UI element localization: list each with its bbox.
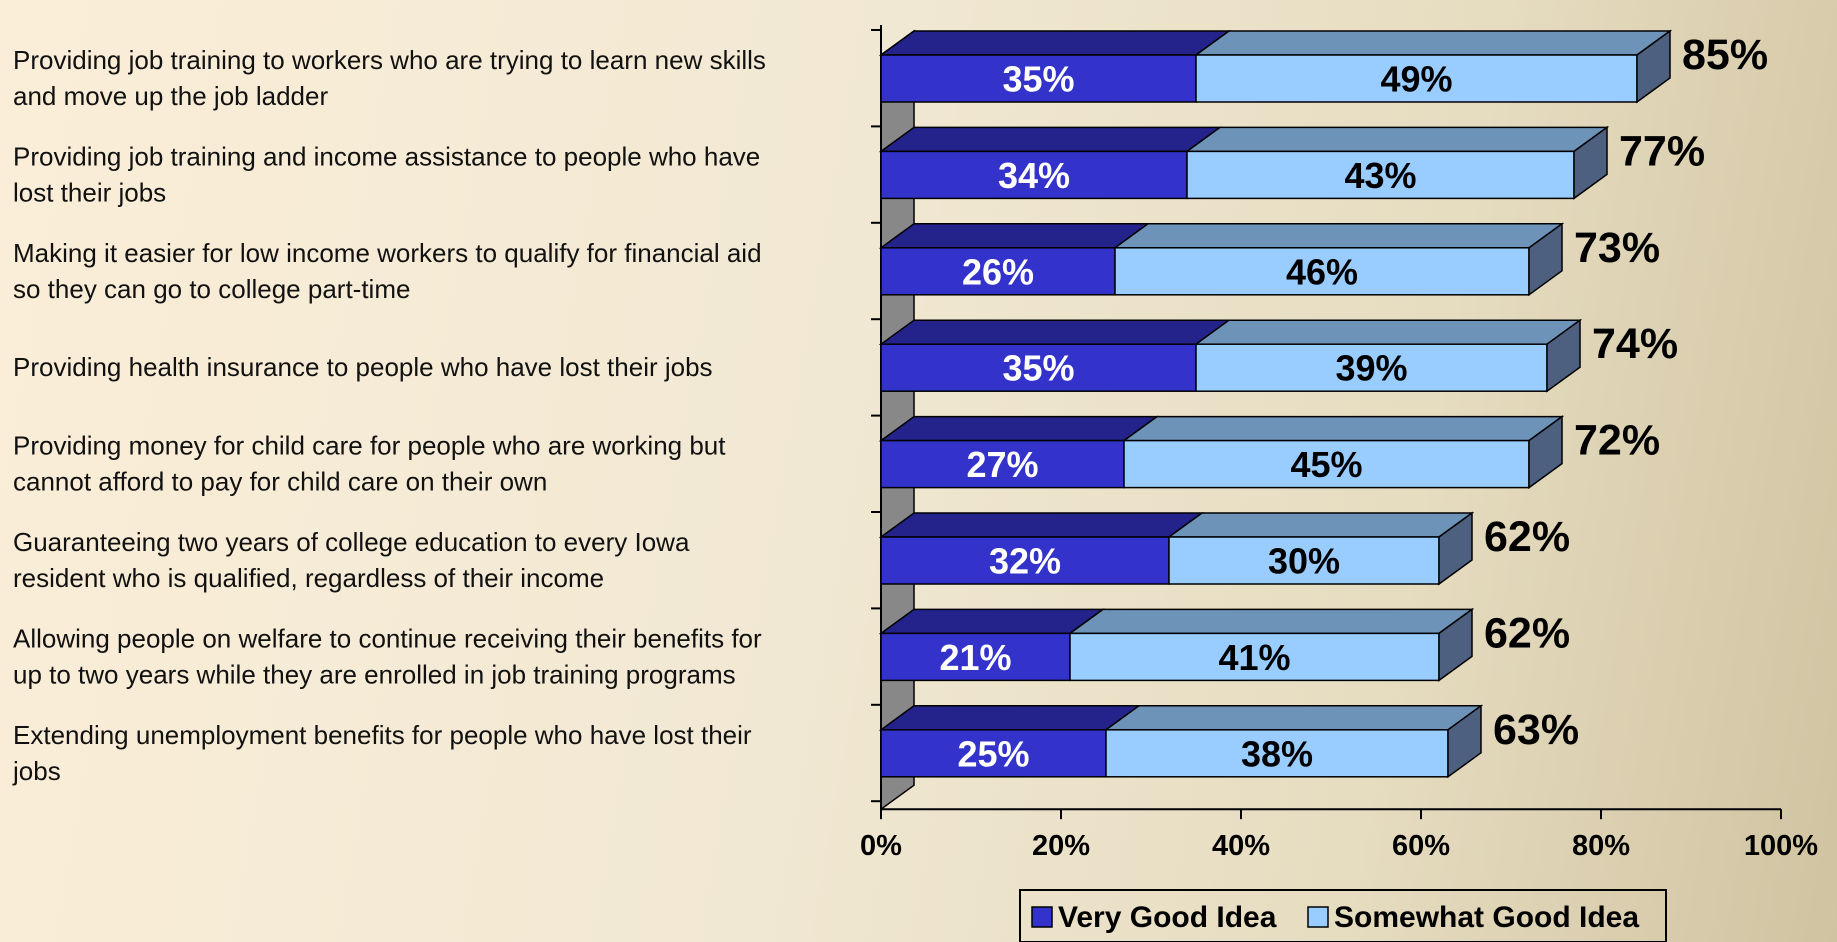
legend-label-somewhat-good: Somewhat Good Idea — [1334, 901, 1639, 934]
bar-top-somewhat-good — [1121, 415, 1565, 442]
bar-label-very-good: 32% — [989, 541, 1061, 582]
bar-top-somewhat-good — [1193, 319, 1583, 345]
bar-top-very-good — [878, 30, 1232, 56]
category-label: Providing job training to workers who ar… — [13, 45, 766, 75]
bar-top-very-good — [878, 608, 1106, 635]
bar-top-very-good — [878, 705, 1142, 731]
category-label: jobs — [12, 756, 61, 786]
bar-end-face — [1438, 607, 1473, 682]
bar-top-somewhat-good — [1193, 30, 1673, 56]
bar-somewhat-good — [1195, 343, 1548, 392]
bar-end-face — [1528, 415, 1563, 490]
bar-label-somewhat-good: 38% — [1241, 733, 1313, 774]
bar-somewhat-good — [1168, 536, 1440, 585]
total-label: 74% — [1592, 320, 1678, 368]
total-label: 77% — [1619, 127, 1705, 175]
x-tick-label: 60% — [1392, 830, 1450, 862]
category-label: and move up the job ladder — [13, 81, 328, 111]
bar-label-somewhat-good: 46% — [1286, 251, 1358, 292]
category-label: up to two years while they are enrolled … — [13, 659, 736, 689]
total-label: 63% — [1493, 706, 1579, 754]
category-label: so they can go to college part-time — [13, 274, 410, 304]
bar-label-somewhat-good: 30% — [1268, 541, 1340, 582]
bar-top-very-good — [878, 126, 1223, 153]
bar-very-good — [880, 536, 1170, 585]
category-label: Extending unemployment benefits for peop… — [13, 720, 752, 750]
bar-label-very-good: 27% — [966, 444, 1038, 485]
category-label: Providing health insurance to people who… — [13, 352, 713, 382]
bar-label-very-good: 21% — [939, 637, 1011, 678]
bar-top-very-good — [878, 319, 1232, 345]
bar-label-somewhat-good: 45% — [1290, 444, 1362, 485]
bar-top-somewhat-good — [1166, 512, 1475, 538]
total-label: 72% — [1574, 417, 1660, 465]
bar-label-very-good: 34% — [998, 155, 1070, 196]
bar-somewhat-good — [1114, 247, 1530, 296]
bar-label-somewhat-good: 41% — [1218, 637, 1290, 678]
category-label: Guaranteeing two years of college educat… — [13, 527, 690, 557]
bar-top-somewhat-good — [1103, 705, 1484, 731]
x-tick-label: 80% — [1572, 830, 1630, 862]
total-label: 62% — [1484, 513, 1570, 561]
category-label: resident who is qualified, regardless of… — [13, 563, 604, 593]
bar-somewhat-good — [1186, 150, 1575, 200]
category-label: Providing money for child care for peopl… — [13, 431, 726, 461]
bar-top-very-good — [878, 223, 1151, 249]
x-tick-label: 40% — [1212, 830, 1270, 862]
bar-end-face — [1636, 29, 1671, 104]
category-label: cannot afford to pay for child care on t… — [13, 467, 547, 497]
bar-end-face — [1573, 125, 1608, 200]
bar-end-face — [1546, 318, 1581, 393]
legend-swatch-somewhat-good — [1307, 906, 1329, 928]
total-label: 62% — [1484, 609, 1570, 657]
total-label: 85% — [1682, 31, 1768, 79]
bar-label-very-good: 26% — [962, 251, 1034, 292]
legend-label-very-good: Very Good Idea — [1058, 901, 1277, 934]
bar-label-somewhat-good: 39% — [1335, 348, 1407, 389]
bar-top-very-good — [878, 415, 1160, 442]
category-label: Allowing people on welfare to continue r… — [13, 623, 762, 653]
bar-end-face — [1528, 222, 1563, 297]
bar-end-face — [1447, 704, 1482, 779]
category-label: lost their jobs — [13, 177, 166, 207]
bar-label-somewhat-good: 43% — [1344, 155, 1416, 196]
bar-somewhat-good — [1069, 632, 1440, 682]
bar-top-somewhat-good — [1067, 608, 1475, 635]
bar-label-very-good: 35% — [1002, 348, 1074, 389]
bar-very-good — [880, 150, 1188, 200]
legend-swatch-very-good — [1031, 906, 1053, 928]
legend-box — [1019, 889, 1667, 942]
bar-very-good — [880, 247, 1116, 296]
bar-label-very-good: 25% — [957, 733, 1029, 774]
bar-very-good — [880, 439, 1125, 489]
bar-very-good — [880, 343, 1197, 392]
bar-label-somewhat-good: 49% — [1380, 59, 1452, 100]
bar-end-face — [1438, 511, 1473, 586]
bar-very-good — [880, 729, 1107, 778]
bar-label-very-good: 35% — [1002, 59, 1074, 100]
bar-top-very-good — [878, 512, 1205, 538]
bar-somewhat-good — [1195, 54, 1638, 103]
x-tick-label: 100% — [1744, 830, 1818, 862]
bar-somewhat-good — [1105, 729, 1449, 778]
bar-very-good — [880, 632, 1071, 682]
category-label: Providing job training and income assist… — [13, 141, 760, 171]
total-label: 73% — [1574, 224, 1660, 272]
category-label: Making it easier for low income workers … — [13, 238, 762, 268]
bar-top-somewhat-good — [1184, 126, 1610, 153]
bar-top-somewhat-good — [1112, 223, 1565, 249]
x-tick-label: 0% — [860, 830, 902, 862]
x-tick-label: 20% — [1032, 830, 1090, 862]
